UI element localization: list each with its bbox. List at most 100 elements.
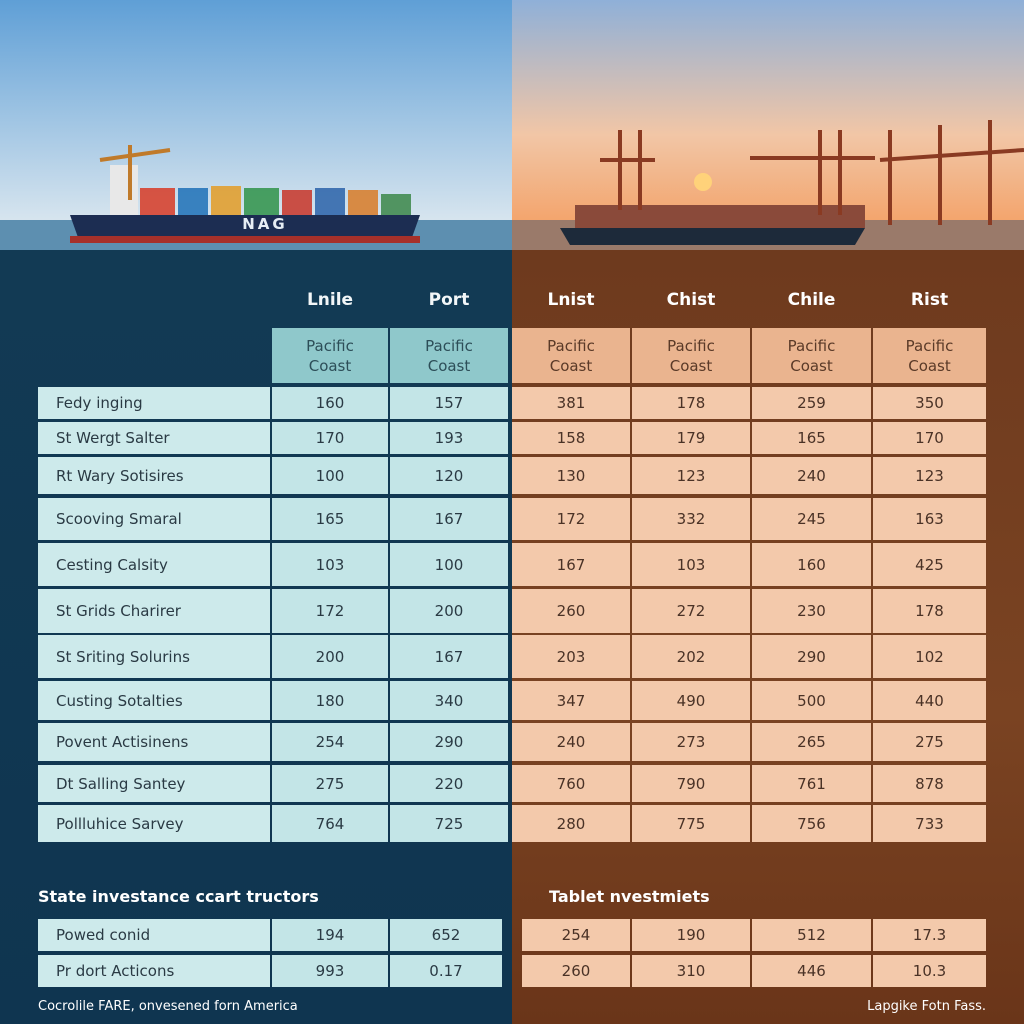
table-cell: 100 [390, 543, 508, 586]
port-photo: NAG [0, 0, 1024, 250]
table-cell: 123 [632, 457, 750, 494]
table-cell: 490 [632, 681, 750, 720]
table-cell: 290 [752, 635, 871, 678]
table-cell: 280 [512, 805, 630, 842]
row-label: Custing Sotalties [38, 681, 270, 720]
row-label: St Grids Charirer [38, 589, 270, 633]
table-cell: 878 [873, 765, 986, 802]
table-cell: 512 [752, 919, 871, 951]
table-cell: 10.3 [873, 955, 986, 987]
table-cell: 179 [632, 422, 750, 454]
table-cell: 202 [632, 635, 750, 678]
table-cell: 200 [272, 635, 388, 678]
table-cell: 230 [752, 589, 871, 633]
table-cell: 170 [272, 422, 388, 454]
table-cell: 347 [512, 681, 630, 720]
table-cell: 340 [390, 681, 508, 720]
row-label: Cesting Calsity [38, 543, 270, 586]
subheader: Pacific Coast [272, 328, 388, 383]
column-header: Port [428, 290, 470, 310]
column-header: Chile [787, 290, 836, 310]
table-cell: 240 [752, 457, 871, 494]
table-cell: 200 [390, 589, 508, 633]
table-cell: 245 [752, 498, 871, 540]
table-cell: 180 [272, 681, 388, 720]
table-cell: 993 [272, 955, 388, 987]
table-cell: 220 [390, 765, 508, 802]
table-cell: 260 [522, 955, 630, 987]
table-cell: 172 [512, 498, 630, 540]
table-cell: 332 [632, 498, 750, 540]
row-label: St Sriting Solurins [38, 635, 270, 678]
table-cell: 178 [632, 387, 750, 419]
table-cell: 275 [272, 765, 388, 802]
subheader: Pacific Coast [512, 328, 630, 383]
column-header: Lnist [547, 290, 595, 310]
table-cell: 160 [752, 543, 871, 586]
table-cell: 130 [512, 457, 630, 494]
table-cell: 103 [272, 543, 388, 586]
table-cell: 123 [873, 457, 986, 494]
row-label: St Wergt Salter [38, 422, 270, 454]
table-cell: 272 [632, 589, 750, 633]
table-cell: 733 [873, 805, 986, 842]
table-cell: 764 [272, 805, 388, 842]
subheader: Pacific Coast [873, 328, 986, 383]
table-cell: 0.17 [390, 955, 502, 987]
table-cell: 446 [752, 955, 871, 987]
row-label: Dt Salling Santey [38, 765, 270, 802]
column-header: Chist [666, 290, 716, 310]
table-cell: 425 [873, 543, 986, 586]
table-cell: 163 [873, 498, 986, 540]
table-cell: 350 [873, 387, 986, 419]
table-cell: 440 [873, 681, 986, 720]
row-label: Pr dort Acticons [38, 955, 270, 987]
table-cell: 254 [272, 723, 388, 761]
table-cell: 120 [390, 457, 508, 494]
table-cell: 193 [390, 422, 508, 454]
table-cell: 310 [632, 955, 750, 987]
table-cell: 158 [512, 422, 630, 454]
table-cell: 167 [390, 498, 508, 540]
table-cell: 167 [390, 635, 508, 678]
row-label: Scooving Smaral [38, 498, 270, 540]
table-cell: 756 [752, 805, 871, 842]
table-cell: 381 [512, 387, 630, 419]
footer-note: Lapgike Fotn Fass. [867, 999, 986, 1014]
table-cell: 790 [632, 765, 750, 802]
table-cell: 167 [512, 543, 630, 586]
subheader: Pacific Coast [752, 328, 871, 383]
row-label: Fedy inging [38, 387, 270, 419]
table-cell: 265 [752, 723, 871, 761]
table-cell: 190 [632, 919, 750, 951]
footer-note: Cocrolile FARE, onvesened forn America [38, 999, 298, 1014]
table-cell: 260 [512, 589, 630, 633]
subheader: Pacific Coast [390, 328, 508, 383]
row-label: Rt Wary Sotisires [38, 457, 270, 494]
table-cell: 100 [272, 457, 388, 494]
table-cell: 290 [390, 723, 508, 761]
table-cell: 203 [512, 635, 630, 678]
table-cell: 259 [752, 387, 871, 419]
row-label: Powed conid [38, 919, 270, 951]
table-cell: 17.3 [873, 919, 986, 951]
table-cell: 273 [632, 723, 750, 761]
table-cell: 254 [522, 919, 630, 951]
table-cell: 160 [272, 387, 388, 419]
ship-label: NAG [242, 215, 287, 233]
table-cell: 761 [752, 765, 871, 802]
table-cell: 652 [390, 919, 502, 951]
table-cell: 165 [272, 498, 388, 540]
table-cell: 194 [272, 919, 388, 951]
column-header: Lnile [306, 290, 354, 310]
table-cell: 760 [512, 765, 630, 802]
row-label: Povent Actisinens [38, 723, 270, 761]
subheader: Pacific Coast [632, 328, 750, 383]
column-header: Rist [910, 290, 949, 310]
summary-title: State investance ccart tructors [38, 887, 319, 906]
table-cell: 157 [390, 387, 508, 419]
table-cell: 172 [272, 589, 388, 633]
table-cell: 275 [873, 723, 986, 761]
row-label: Pollluhice Sarvey [38, 805, 270, 842]
